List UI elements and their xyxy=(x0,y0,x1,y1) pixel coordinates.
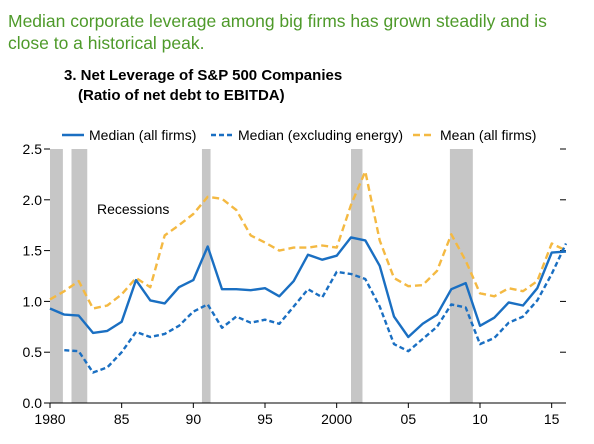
recession-band-2 xyxy=(201,149,211,403)
x-tick-label-0: 1980 xyxy=(34,411,65,427)
series-line-2 xyxy=(64,242,568,374)
y-tick-label-4: 2.0 xyxy=(23,192,43,208)
recession-band-1 xyxy=(71,149,88,403)
recession-band-0 xyxy=(50,149,63,403)
x-tick-label-1: 85 xyxy=(114,411,130,427)
x-tick-label-3: 95 xyxy=(257,411,273,427)
y-tick-label-1: 0.5 xyxy=(23,344,43,360)
x-tick-label-4: 2000 xyxy=(321,411,352,427)
chart-subtitle: (Ratio of net debt to EBITDA) xyxy=(78,87,285,104)
chart-title-main: 3. Net Leverage of S&P 500 Companies xyxy=(64,67,343,84)
chart-title: 3. Net Leverage of S&P 500 Companies (Ra… xyxy=(64,66,342,106)
x-tick-label-5: 05 xyxy=(401,411,417,427)
x-tick-label-7: 15 xyxy=(544,411,560,427)
series-line-0 xyxy=(49,170,567,310)
y-tick-label-3: 1.5 xyxy=(23,243,43,259)
y-tick-label-0: 0.0 xyxy=(23,395,43,411)
legend-label-1: Median (excluding energy) xyxy=(238,127,403,143)
x-tick-label-2: 90 xyxy=(186,411,202,427)
x-tick-label-6: 10 xyxy=(472,411,488,427)
legend-label-0: Median (all firms) xyxy=(89,127,196,143)
legend: Median (all firms) Median (excluding ener… xyxy=(62,127,536,143)
series-lines xyxy=(49,170,568,374)
recession-band-4 xyxy=(449,149,473,403)
recessions-annotation: Recessions xyxy=(97,201,169,217)
series-line-1 xyxy=(49,236,567,339)
y-tick-label-2: 1.0 xyxy=(23,293,43,309)
axes: 0.0 0.5 1.0 1.5 2.0 2.5 1980 85 90 95 2000 05 10 15 xyxy=(23,141,566,427)
y-tick-label-5: 2.5 xyxy=(23,141,43,157)
recession-bands xyxy=(50,149,473,403)
headline: Median corporate leverage among big firm… xyxy=(8,11,547,53)
legend-label-2: Mean (all firms) xyxy=(440,127,536,143)
